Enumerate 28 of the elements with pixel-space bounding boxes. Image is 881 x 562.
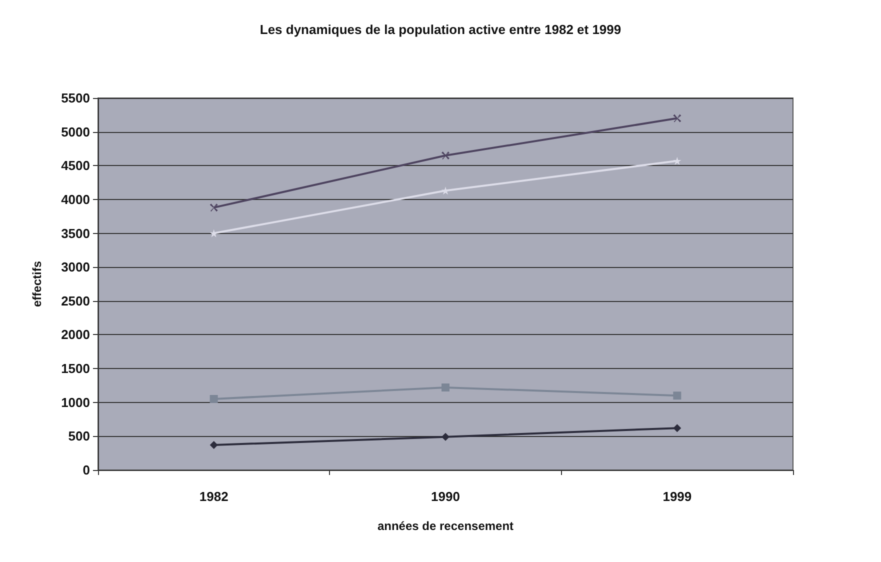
point xyxy=(673,114,682,122)
point xyxy=(442,383,450,392)
y-tick-label: 1000 xyxy=(61,394,90,410)
point xyxy=(210,440,218,449)
x-tick-label: 1982 xyxy=(199,489,228,504)
point xyxy=(442,432,450,441)
y-tick-label: 3500 xyxy=(61,226,90,241)
x-tick-label: 1990 xyxy=(431,489,460,504)
point xyxy=(210,204,218,212)
point xyxy=(442,151,450,160)
point xyxy=(673,392,682,400)
x-axis-title: années de recensement xyxy=(377,519,514,533)
y-tick-label: 500 xyxy=(68,428,90,444)
y-tick-label: 4000 xyxy=(61,192,90,207)
point xyxy=(673,156,682,165)
y-tick-label: 0 xyxy=(82,462,90,478)
point xyxy=(673,424,682,432)
y-tick-label: 2000 xyxy=(61,327,90,342)
chart-title: Les dynamiques de la population active entre 1982 et 1999 xyxy=(260,22,622,37)
x-tick-label: 1999 xyxy=(662,489,692,504)
y-tick-label: 1500 xyxy=(61,361,90,376)
y-tick-label: 5500 xyxy=(61,90,90,106)
y-tick-label: 4500 xyxy=(61,158,90,174)
y-axis-title: effectifs xyxy=(30,260,44,308)
point xyxy=(210,394,218,403)
y-tick-label: 2500 xyxy=(61,293,90,308)
y-tick-label: 5000 xyxy=(61,124,90,140)
y-tick-label: 3000 xyxy=(61,260,90,275)
